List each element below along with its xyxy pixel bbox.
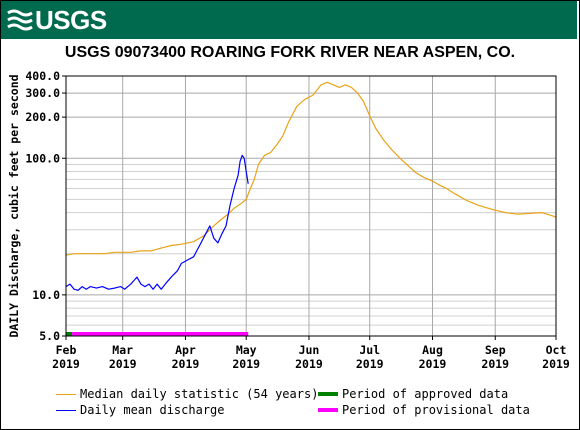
legend-item-daily-mean: Daily mean discharge	[56, 403, 225, 417]
legend-swatch-median	[56, 393, 76, 395]
y-tick-label: 10.0	[32, 288, 60, 302]
legend-label-median: Median daily statistic (54 years)	[80, 387, 319, 401]
usgs-banner: USGS	[1, 1, 577, 39]
provisional-period-bar	[72, 332, 249, 336]
y-tick-label: 300.0	[25, 86, 60, 100]
x-tick-label-year: 2019	[481, 357, 509, 371]
x-tick-label-year: 2019	[356, 357, 384, 371]
legend-item-approved: Period of approved data	[318, 387, 508, 401]
x-tick-label-year: 2019	[172, 357, 200, 371]
y-tick-label: 200.0	[25, 110, 60, 124]
legend-label-provisional: Period of provisional data	[342, 403, 530, 417]
x-tick-label-month: Sep	[485, 343, 506, 357]
legend-item-median: Median daily statistic (54 years)	[56, 387, 318, 401]
legend-swatch-approved	[318, 392, 338, 396]
plot-border	[65, 75, 557, 337]
x-tick-label-year: 2019	[232, 357, 260, 371]
legend-item-provisional: Period of provisional data	[318, 403, 530, 417]
x-tick-label-month: Mar	[112, 343, 133, 357]
legend-label-daily-mean: Daily mean discharge	[80, 403, 225, 417]
usgs-wave-icon	[7, 9, 33, 31]
x-tick-label-year: 2019	[542, 357, 570, 371]
median-series-line	[65, 81, 557, 256]
usgs-logo[interactable]: USGS	[7, 5, 107, 35]
y-tick-label: 400.0	[25, 69, 60, 83]
x-tick-label-month: Aug	[422, 343, 443, 357]
x-tick-label-month: Feb	[56, 343, 77, 357]
legend-swatch-provisional	[318, 408, 338, 412]
plot-area	[66, 76, 556, 336]
x-tick-label-month: Jul	[359, 343, 380, 357]
y-tick-label: 5.0	[39, 329, 60, 343]
y-tick-label: 100.0	[25, 151, 60, 165]
legend-swatch-daily-mean	[56, 409, 76, 411]
x-tick-label-year: 2019	[109, 357, 137, 371]
x-tick-label-year: 2019	[419, 357, 447, 371]
approved-period-bar	[66, 332, 73, 336]
x-tick-label-year: 2019	[52, 357, 80, 371]
chart-title: USGS 09073400 ROARING FORK RIVER NEAR AS…	[64, 44, 516, 61]
x-tick-label-month: Oct	[546, 343, 567, 357]
usgs-logo-text: USGS	[35, 5, 107, 35]
daily-mean-series-line	[65, 154, 249, 291]
x-tick-label-year: 2019	[295, 357, 323, 371]
legend-label-approved: Period of approved data	[342, 387, 509, 401]
x-tick-label-month: Apr	[175, 343, 196, 357]
x-tick-label-month: May	[236, 343, 257, 357]
x-tick-label-month: Jun	[299, 343, 320, 357]
